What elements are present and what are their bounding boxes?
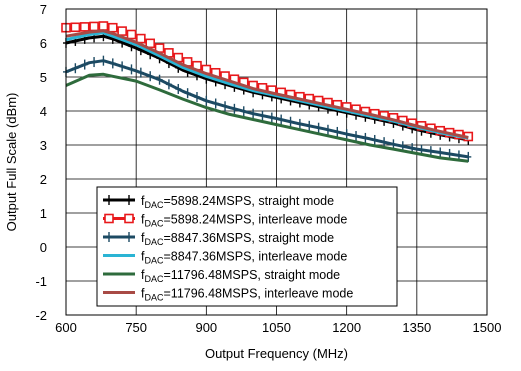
data-marker bbox=[100, 55, 107, 66]
data-marker bbox=[240, 106, 247, 117]
data-marker bbox=[296, 118, 303, 129]
data-marker bbox=[353, 131, 360, 142]
data-marker bbox=[89, 21, 99, 32]
x-tick-label: 600 bbox=[55, 320, 77, 335]
x-tick-label: 1200 bbox=[332, 320, 361, 335]
plot-frame bbox=[65, 8, 488, 316]
y-tick-label: 0 bbox=[40, 240, 47, 255]
x-tick-label: 1500 bbox=[473, 320, 502, 335]
x-tick-label: 1050 bbox=[262, 320, 291, 335]
series-line bbox=[65, 59, 469, 159]
data-marker bbox=[117, 26, 127, 36]
y-tick-label: 3 bbox=[40, 138, 47, 153]
data-marker bbox=[324, 124, 331, 135]
legend-label: fDAC=11796.48MSPS, interleave mode bbox=[141, 287, 353, 303]
data-marker bbox=[72, 63, 79, 74]
data-marker bbox=[119, 61, 126, 72]
data-marker bbox=[79, 22, 90, 32]
y-axis-title: Output Full Scale (dBm) bbox=[4, 93, 19, 232]
x-tick-label: 1350 bbox=[402, 320, 431, 335]
data-marker bbox=[126, 29, 137, 40]
data-marker bbox=[98, 21, 109, 31]
series-2 bbox=[63, 55, 472, 162]
data-marker bbox=[315, 122, 322, 133]
data-marker bbox=[259, 110, 266, 121]
x-tick-label: 750 bbox=[125, 320, 147, 335]
y-tick-label: 2 bbox=[40, 172, 47, 187]
data-marker bbox=[70, 22, 81, 33]
legend-entry: fDAC=11796.48MSPS, interleave mode bbox=[103, 287, 353, 303]
data-marker bbox=[222, 101, 229, 112]
data-marker bbox=[107, 22, 118, 33]
legend-marker bbox=[126, 232, 132, 242]
data-marker bbox=[147, 71, 154, 82]
data-marker bbox=[175, 83, 182, 94]
data-marker bbox=[156, 74, 163, 85]
legend-label: fDAC=5898.24MSPS, interleave mode bbox=[141, 213, 347, 229]
data-marker bbox=[287, 116, 294, 127]
data-marker bbox=[437, 147, 444, 158]
data-marker bbox=[381, 137, 388, 148]
series-lines bbox=[61, 21, 474, 163]
data-marker bbox=[212, 98, 219, 109]
series-5 bbox=[65, 29, 469, 139]
data-marker bbox=[137, 67, 144, 78]
series-line bbox=[65, 72, 469, 163]
data-marker bbox=[278, 114, 285, 125]
y-tick-label: 1 bbox=[40, 206, 47, 221]
data-marker bbox=[250, 108, 257, 119]
legend-entry: fDAC=11796.48MSPS, straight mode bbox=[103, 268, 340, 284]
data-marker bbox=[362, 132, 369, 143]
legend-marker bbox=[126, 195, 132, 205]
legend-marker bbox=[106, 232, 112, 242]
data-marker bbox=[446, 148, 453, 159]
data-marker bbox=[81, 59, 88, 70]
legend: fDAC=5898.24MSPS, straight mode fDAC=5898… bbox=[96, 186, 398, 307]
series-4 bbox=[65, 72, 469, 163]
legend-entry: fDAC=5898.24MSPS, straight mode bbox=[103, 194, 334, 210]
data-marker bbox=[91, 57, 98, 68]
data-marker bbox=[184, 88, 191, 99]
legend-marker bbox=[124, 213, 134, 224]
y-tick-label: 4 bbox=[40, 104, 47, 119]
legend-label: fDAC=5898.24MSPS, straight mode bbox=[141, 194, 334, 210]
legend-entry: fDAC=8847.36MSPS, straight mode bbox=[103, 231, 334, 247]
series-line bbox=[65, 29, 469, 139]
data-marker bbox=[343, 129, 350, 140]
y-tick-label: -1 bbox=[35, 274, 47, 289]
legend-marker bbox=[106, 195, 112, 205]
data-marker bbox=[109, 58, 116, 69]
y-tick-label: 7 bbox=[40, 2, 47, 17]
legend-box bbox=[96, 186, 398, 307]
data-marker bbox=[203, 95, 210, 106]
legend-marker bbox=[104, 213, 114, 224]
tick-labels: 600 750 900 1050 1200 1350 1500 -2 -1 0 1 2 3 4 5 6 7 bbox=[35, 2, 501, 335]
data-marker bbox=[427, 146, 434, 157]
legend-label: fDAC=8847.36MSPS, straight mode bbox=[141, 231, 334, 247]
y-tick-label: 5 bbox=[40, 70, 47, 85]
data-marker bbox=[306, 120, 313, 131]
data-marker bbox=[136, 33, 146, 44]
data-marker bbox=[268, 112, 275, 123]
data-marker bbox=[165, 79, 172, 90]
x-axis-title: Output Frequency (MHz) bbox=[205, 346, 348, 361]
legend-entry: fDAC=8847.36MSPS, interleave mode bbox=[103, 250, 347, 266]
legend-label: fDAC=11796.48MSPS, straight mode bbox=[141, 268, 340, 284]
y-tick-label: 6 bbox=[40, 36, 47, 51]
data-marker bbox=[231, 103, 238, 114]
x-tick-label: 900 bbox=[195, 320, 217, 335]
legend-label: fDAC=8847.36MSPS, interleave mode bbox=[141, 250, 347, 266]
data-marker bbox=[128, 64, 135, 75]
data-marker bbox=[193, 91, 200, 102]
y-tick-label: -2 bbox=[35, 308, 47, 323]
data-marker bbox=[371, 134, 378, 145]
legend-entry: fDAC=5898.24MSPS, interleave mode bbox=[103, 213, 347, 229]
data-marker bbox=[334, 126, 341, 137]
